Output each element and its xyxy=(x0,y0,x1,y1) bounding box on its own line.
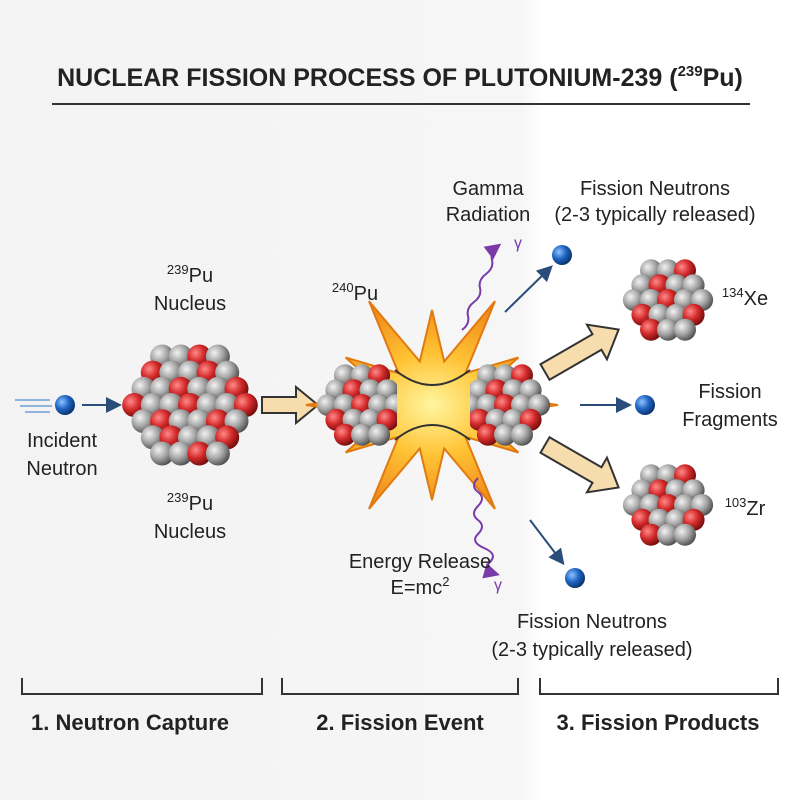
label: Fragments xyxy=(682,409,778,431)
arrow xyxy=(504,265,553,313)
proton xyxy=(333,423,356,446)
label: (2-3 typically released) xyxy=(554,204,755,226)
proton xyxy=(640,523,662,546)
neutron-particle xyxy=(150,441,175,466)
label: Fission Neutrons xyxy=(580,178,730,200)
neutron-particle xyxy=(657,523,679,546)
fission-neutron xyxy=(552,245,572,265)
gamma-ray xyxy=(473,477,500,579)
gamma-symbol: γ xyxy=(494,577,502,594)
label: Nucleus xyxy=(154,293,226,315)
nuclide: 103Zr xyxy=(725,495,766,520)
neutron-particle xyxy=(674,318,696,341)
neck xyxy=(394,369,471,441)
proton xyxy=(640,318,662,341)
nucleus xyxy=(122,344,258,466)
speed-lines xyxy=(15,399,52,413)
proton xyxy=(187,441,212,466)
label: Energy Release xyxy=(349,551,491,573)
fission-neutron xyxy=(565,568,585,588)
nuclide: 239Pu xyxy=(167,490,213,515)
neutron-particle xyxy=(494,423,516,446)
neutron-particle xyxy=(351,423,373,446)
nucleus xyxy=(316,364,397,446)
label: Incident xyxy=(27,430,97,452)
label: (2-3 typically released) xyxy=(491,639,692,661)
nuclide: 239Pu xyxy=(167,262,213,287)
process-arrow xyxy=(539,323,620,382)
gamma-symbol: γ xyxy=(514,235,522,252)
nucleus xyxy=(622,259,714,341)
process-arrow xyxy=(261,384,320,426)
proton xyxy=(476,423,499,446)
nuclide: 240Pu xyxy=(332,280,378,305)
gamma-ray xyxy=(461,243,502,331)
label: Radiation xyxy=(446,204,531,226)
label: Gamma xyxy=(452,178,524,200)
nuclide: 134Xe xyxy=(722,285,768,310)
neutron-particle xyxy=(511,423,533,446)
bracket xyxy=(21,678,263,695)
neutron-particle xyxy=(657,318,679,341)
incident-neutron xyxy=(55,395,75,415)
arrow xyxy=(529,519,565,566)
neutron-particle xyxy=(168,441,193,466)
neutron-particle xyxy=(205,441,230,466)
stage-label: 1. Neutron Capture xyxy=(31,710,229,735)
label: Fission xyxy=(698,381,761,403)
formula: E=mc2 xyxy=(391,574,450,599)
stage-label: 2. Fission Event xyxy=(316,710,484,735)
neutron-particle xyxy=(368,423,391,446)
explosion xyxy=(305,300,559,510)
label: Fission Neutrons xyxy=(517,611,667,633)
bracket xyxy=(539,678,779,695)
nucleus xyxy=(470,364,551,446)
artwork xyxy=(15,243,714,588)
title: NUCLEAR FISSION PROCESS OF PLUTONIUM-239… xyxy=(57,63,743,92)
neutron-particle xyxy=(674,523,696,546)
process-arrow xyxy=(539,435,620,494)
bracket xyxy=(281,678,519,695)
stage-label: 3. Fission Products xyxy=(557,710,760,735)
fission-neutron xyxy=(635,395,655,415)
label: Neutron xyxy=(26,458,97,480)
label: Nucleus xyxy=(154,521,226,543)
nucleus xyxy=(622,464,714,546)
